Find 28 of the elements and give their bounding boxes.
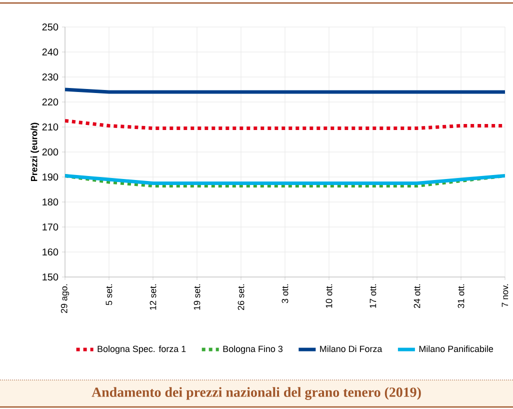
y-tick-label: 210: [42, 123, 58, 131]
y-tick-label: 250: [42, 23, 58, 31]
y-tick-label: 240: [42, 48, 58, 56]
x-tick-label: 19 set.: [194, 284, 200, 310]
y-axis-title: Prezzi (euro/t): [30, 122, 40, 182]
text: Andamento dei prezzi nazionali del grano tenero (2019): [92, 387, 421, 400]
y-tick-label: 200: [42, 148, 58, 156]
legend-label: Milano Panificabile: [419, 346, 494, 352]
y-tick-label: 180: [42, 198, 58, 206]
y-tick-label: 160: [42, 248, 58, 256]
legend-label: Bologna Fino 3: [223, 346, 283, 354]
x-tick-label: 3 ott.: [282, 284, 288, 304]
y-tick-label: 190: [42, 173, 58, 181]
x-tick-label: 7 nov.: [502, 284, 508, 307]
x-tick-label: 5 set.: [106, 284, 112, 306]
y-tick-label: 150: [42, 273, 58, 281]
x-tick-label: 31 ott.: [458, 284, 464, 308]
x-tick-label: 29 ago.: [60, 284, 70, 313]
y-tick-label: 220: [42, 98, 58, 106]
x-tick-label: 26 set.: [238, 284, 244, 310]
y-tick-label: 230: [42, 73, 58, 81]
x-tick-label: 24 ott.: [414, 284, 420, 308]
y-tick-label: 170: [42, 223, 58, 231]
legend-label: Milano Di Forza: [320, 346, 382, 352]
x-tick-label: 10 ott.: [326, 284, 332, 308]
x-tick-label: 12 set.: [150, 284, 156, 310]
x-tick-label: 17 ott.: [370, 284, 376, 308]
legend-label: Bologna Spec. forza 1: [98, 346, 186, 354]
